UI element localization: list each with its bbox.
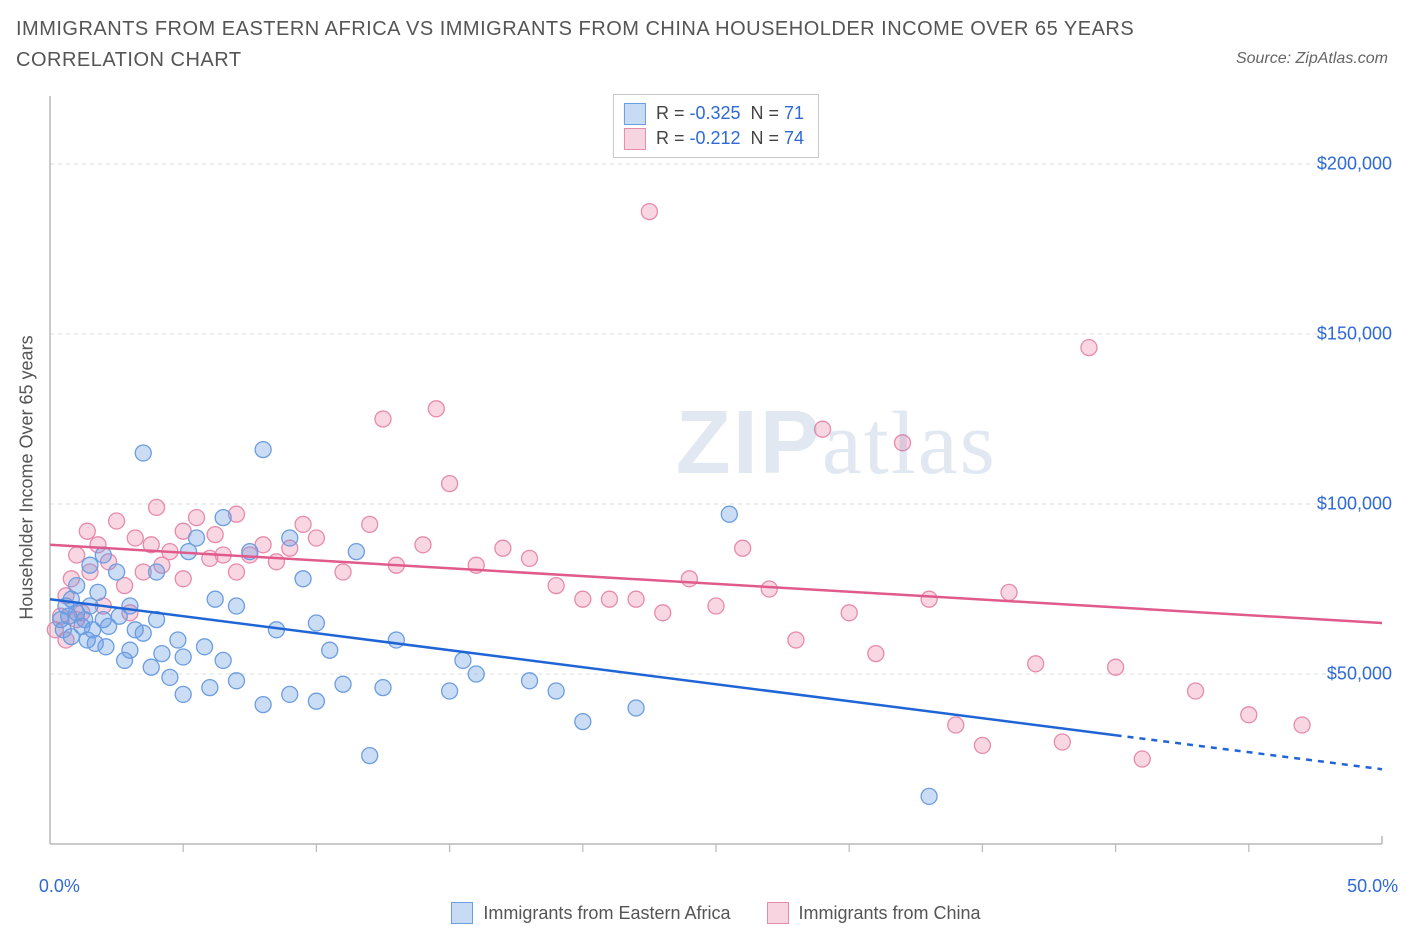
bottom-legend: Immigrants from Eastern Africa Immigrant…	[46, 902, 1386, 924]
swatch-china-icon	[767, 902, 789, 924]
x-tick-min: 0.0%	[39, 876, 80, 897]
legend-item-eastern-africa: Immigrants from Eastern Africa	[451, 902, 730, 924]
x-tick-max: 50.0%	[1347, 876, 1398, 897]
y-tick-label: $200,000	[1317, 154, 1392, 175]
source-label: Source: ZipAtlas.com	[1236, 50, 1388, 68]
n-value-b: 74	[784, 128, 804, 148]
legend-label-eastern-africa: Immigrants from Eastern Africa	[483, 903, 730, 924]
y-tick-labels: $50,000 $100,000 $150,000 $200,000	[1282, 92, 1392, 862]
x-tick-labels: 0.0% 50.0%	[46, 876, 1386, 896]
legend-item-china: Immigrants from China	[767, 902, 981, 924]
y-tick-label: $150,000	[1317, 324, 1392, 345]
scatter-plot: R = -0.325 N = 71 R = -0.212 N = 74 ZIPa…	[46, 92, 1386, 862]
correlation-legend: R = -0.325 N = 71 R = -0.212 N = 74	[613, 94, 819, 158]
chart-title: IMMIGRANTS FROM EASTERN AFRICA VS IMMIGR…	[16, 14, 1136, 76]
y-tick-label: $100,000	[1317, 494, 1392, 515]
y-tick-label: $50,000	[1327, 664, 1392, 685]
swatch-eastern-africa-icon	[451, 902, 473, 924]
swatch-eastern-africa	[624, 103, 646, 125]
n-value-a: 71	[784, 103, 804, 123]
r-value-a: -0.325	[689, 103, 740, 123]
r-value-b: -0.212	[689, 128, 740, 148]
y-axis-label: Householder Income Over 65 years	[12, 92, 42, 862]
legend-label-china: Immigrants from China	[799, 903, 981, 924]
swatch-china	[624, 128, 646, 150]
